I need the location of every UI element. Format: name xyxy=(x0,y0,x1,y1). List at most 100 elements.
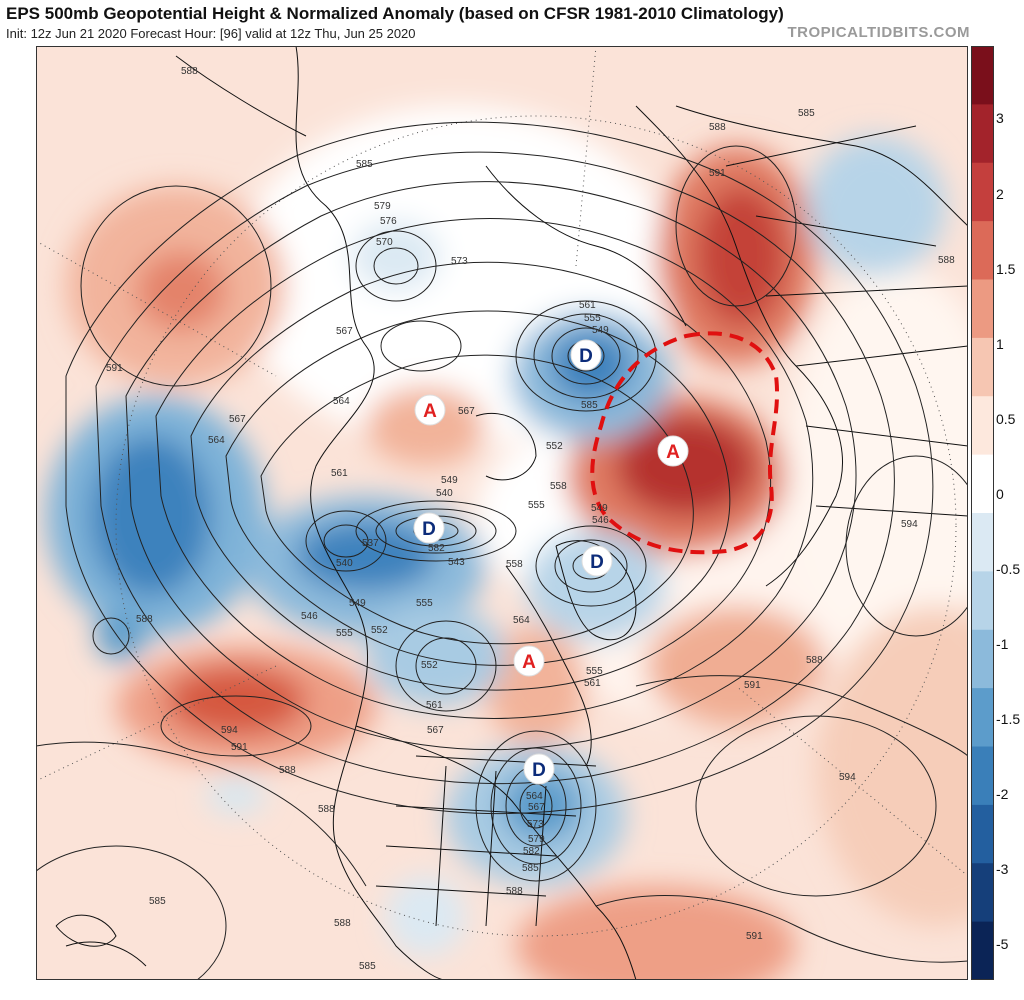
contour-label: 567 xyxy=(229,414,246,425)
low-marker-label: D xyxy=(590,552,604,573)
colorbar-swatch xyxy=(971,162,994,222)
brand-watermark[interactable]: TROPICALTIDBITS.COM xyxy=(787,24,970,41)
contour-label: 594 xyxy=(221,725,238,736)
contour-label: 591 xyxy=(106,363,123,374)
colorbar-swatch xyxy=(971,279,994,339)
contour-label: 558 xyxy=(550,481,567,492)
contour-label: 567 xyxy=(336,326,353,337)
high-marker-alaska: A xyxy=(414,394,446,426)
contour-label: 561 xyxy=(426,700,443,711)
colorbar-swatch xyxy=(971,513,994,572)
header: EPS 500mb Geopotential Height & Normaliz… xyxy=(0,0,1024,46)
colorbar-swatches xyxy=(971,46,994,980)
colorbar-swatch xyxy=(971,46,994,105)
contour-label: 579 xyxy=(374,201,391,212)
pressure-markers: A A A D D D D xyxy=(413,339,689,785)
colorbar-swatch xyxy=(971,571,994,631)
low-pressure-marker-icon xyxy=(523,753,555,785)
colorbar-label: 0 xyxy=(996,486,1004,502)
contour-label: 549 xyxy=(591,503,608,514)
contour-label: 564 xyxy=(333,396,350,407)
contour-label: 558 xyxy=(506,559,523,570)
low-marker-barents: D xyxy=(581,545,613,577)
contour-label: 573 xyxy=(451,256,468,267)
contour-label: 585 xyxy=(581,400,598,411)
contour-labels: 588 585 579 576 570 567 573 564 561 555 … xyxy=(106,66,955,972)
contour-label: 588 xyxy=(279,765,296,776)
contour-label: 564 xyxy=(513,615,530,626)
colorbar xyxy=(971,46,994,980)
colorbar-label: -1.5 xyxy=(996,711,1021,727)
contour-label: 588 xyxy=(938,255,955,266)
colorbar-label: 0.5 xyxy=(996,411,1016,427)
colorbar-label: 3 xyxy=(996,110,1004,126)
colorbar-swatch xyxy=(971,746,994,806)
colorbar-label: -5 xyxy=(996,936,1009,952)
colorbar-label: 2 xyxy=(996,186,1004,202)
contour-label: 552 xyxy=(421,660,438,671)
contour-label: 549 xyxy=(349,598,366,609)
contour-label: 561 xyxy=(584,678,601,689)
contour-label: 555 xyxy=(336,628,353,639)
contour-label: 591 xyxy=(744,680,761,691)
colorbar-swatch xyxy=(971,221,994,281)
contour-label: 540 xyxy=(436,488,453,499)
colorbar-frame xyxy=(971,46,994,980)
contour-label: 588 xyxy=(334,918,351,929)
contour-label: 591 xyxy=(746,931,763,942)
high-pressure-marker-icon xyxy=(414,394,446,426)
low-marker-label: D xyxy=(532,760,546,781)
contour-label: 582 xyxy=(428,543,445,554)
colorbar-label: 1 xyxy=(996,336,1004,352)
colorbar-swatch xyxy=(971,396,994,456)
colorbar-swatch xyxy=(971,629,994,689)
low-pressure-marker-icon xyxy=(581,545,613,577)
low-marker-canada: D xyxy=(523,753,555,785)
contour-label: 543 xyxy=(448,557,465,568)
low-marker-siberia: D xyxy=(570,339,602,371)
low-marker-label: D xyxy=(579,346,593,367)
contour-label: 546 xyxy=(301,611,318,622)
colorbar-swatch xyxy=(971,454,994,514)
contour-label: 588 xyxy=(181,66,198,77)
contour-label: 588 xyxy=(506,886,523,897)
colorbar-label: -1 xyxy=(996,636,1009,652)
chart-title: EPS 500mb Geopotential Height & Normaliz… xyxy=(6,4,784,23)
coastlines xyxy=(55,46,968,980)
contour-label: 594 xyxy=(839,772,856,783)
contour-label: 549 xyxy=(441,475,458,486)
high-pressure-marker-icon xyxy=(513,645,545,677)
contour-label: 585 xyxy=(356,159,373,170)
high-marker-label: A xyxy=(522,652,536,673)
contour-label: 555 xyxy=(528,500,545,511)
contour-label: 549 xyxy=(592,325,609,336)
contour-label: 555 xyxy=(416,598,433,609)
contour-label: 576 xyxy=(380,216,397,227)
contour-label: 582 xyxy=(523,846,540,857)
height-contours xyxy=(36,121,968,980)
colorbar-swatch xyxy=(971,863,994,923)
low-pressure-marker-icon xyxy=(570,339,602,371)
contour-label: 552 xyxy=(546,441,563,452)
chart-subtitle: Init: 12z Jun 21 2020 Forecast Hour: [96… xyxy=(6,26,416,41)
contour-label: 585 xyxy=(149,896,166,907)
high-marker-label: A xyxy=(666,442,680,463)
contour-label: 585 xyxy=(798,108,815,119)
graticule xyxy=(36,46,968,937)
low-pressure-marker-icon xyxy=(413,512,445,544)
colorbar-swatch xyxy=(971,921,994,980)
colorbar-label: -0.5 xyxy=(996,561,1021,577)
contour-label: 564 xyxy=(526,791,543,802)
high-marker-greenland: A xyxy=(513,645,545,677)
anomaly-map: 588 585 579 576 570 567 573 564 561 555 … xyxy=(36,46,968,980)
contour-label: 552 xyxy=(371,625,388,636)
contour-label: 594 xyxy=(901,519,918,530)
contour-label: 588 xyxy=(136,614,153,625)
low-marker-arctic: D xyxy=(413,512,445,544)
contour-label: 585 xyxy=(522,863,539,874)
contour-label: 573 xyxy=(527,819,544,830)
map-frame xyxy=(36,46,968,980)
contour-label: 546 xyxy=(592,515,609,526)
contour-label: 588 xyxy=(318,804,335,815)
contour-label: 555 xyxy=(584,313,601,324)
